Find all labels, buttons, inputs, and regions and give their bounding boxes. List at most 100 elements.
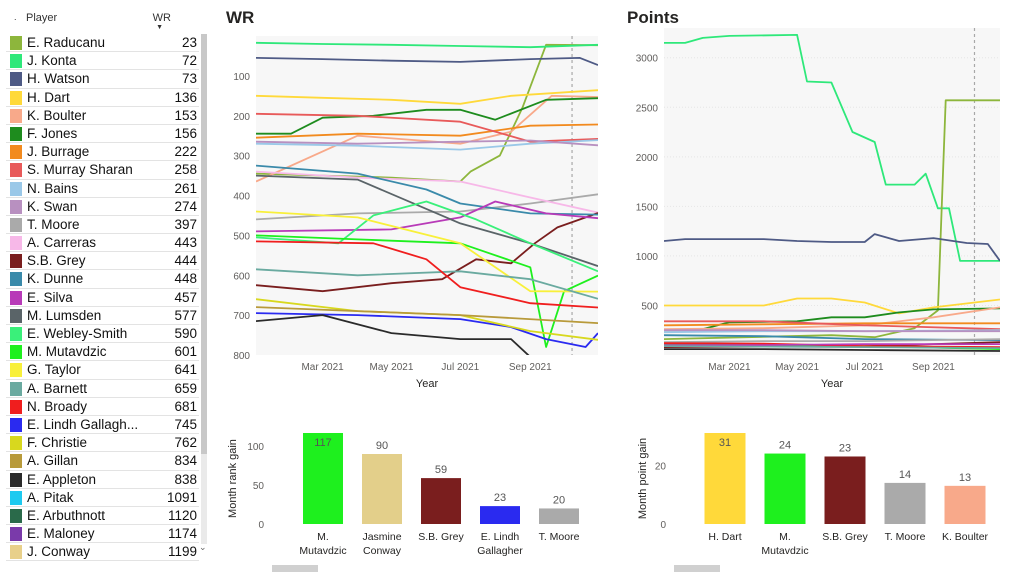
series-line[interactable] — [256, 123, 598, 139]
series-line[interactable] — [664, 322, 1000, 327]
series-line[interactable] — [664, 348, 1000, 352]
table-row[interactable]: E. Arbuthnott 1120 — [6, 507, 199, 526]
series-line[interactable] — [664, 233, 1000, 262]
player-color-swatch — [10, 454, 22, 469]
series-line[interactable] — [256, 210, 598, 293]
y-tick-label: 500 — [233, 231, 250, 242]
table-row[interactable]: E. Silva 457 — [6, 289, 199, 307]
table-row[interactable]: S. Murray Sharan 258 — [6, 161, 199, 180]
table-row[interactable]: E. Maloney 1174 — [6, 525, 199, 544]
table-row[interactable]: K. Boulter 153 — [6, 107, 199, 125]
series-line[interactable] — [256, 240, 598, 309]
player-wr: 1174 — [167, 526, 197, 542]
table-row[interactable]: K. Swan 274 — [6, 198, 199, 216]
series-line[interactable] — [664, 99, 1000, 340]
rank-chart-scrollbar[interactable] — [272, 565, 318, 572]
table-row[interactable]: F. Christie 762 — [6, 434, 199, 453]
sort-descending-icon[interactable]: ▼ — [156, 24, 163, 31]
bar[interactable] — [704, 433, 746, 524]
bar[interactable] — [539, 508, 579, 524]
series-line[interactable] — [256, 268, 598, 300]
table-row[interactable]: G. Taylor 641 — [6, 361, 199, 380]
wr-column-header[interactable]: WR — [152, 12, 171, 24]
bar[interactable] — [944, 485, 986, 524]
player-name: A. Barnett — [27, 380, 88, 396]
series-line[interactable] — [664, 345, 1000, 349]
player-color-swatch — [10, 72, 22, 87]
series-line[interactable] — [664, 307, 1000, 332]
table-row[interactable]: S.B. Grey 444 — [6, 252, 199, 271]
bar[interactable] — [421, 478, 461, 524]
table-row[interactable]: N. Broady 681 — [6, 398, 199, 416]
player-name: G. Taylor — [27, 362, 81, 378]
player-column-header[interactable]: Player — [26, 12, 58, 24]
table-row[interactable]: M. Mutavdzic 601 — [6, 343, 199, 362]
table-row[interactable]: H. Watson 73 — [6, 70, 199, 89]
series-line[interactable] — [256, 89, 598, 105]
player-wr: 258 — [174, 162, 197, 178]
series-line[interactable] — [256, 170, 598, 214]
table-row[interactable]: J. Burrage 222 — [6, 143, 199, 162]
table-row[interactable]: F. Jones 156 — [6, 125, 199, 144]
table-row[interactable]: E. Appleton 838 — [6, 471, 199, 489]
series-line[interactable] — [256, 97, 598, 135]
table-row[interactable]: J. Conway 1199 — [6, 543, 199, 562]
series-line[interactable] — [256, 57, 598, 66]
series-line[interactable] — [664, 34, 1000, 262]
table-row[interactable]: E. Webley-Smith 590 — [6, 325, 199, 344]
bar-value-label: 23 — [494, 492, 506, 504]
table-row[interactable]: A. Gillan 834 — [6, 452, 199, 471]
y-axis-title: Month rank gain — [227, 439, 239, 518]
table-row[interactable]: E. Lindh Gallagh... 745 — [6, 416, 199, 435]
bar[interactable] — [303, 433, 343, 524]
series-line[interactable] — [256, 200, 598, 233]
series-line[interactable] — [664, 320, 1000, 331]
table-scrollbar[interactable] — [201, 34, 207, 544]
table-row[interactable]: T. Moore 397 — [6, 216, 199, 235]
table-row[interactable]: K. Dunne 448 — [6, 270, 199, 289]
points-chart-scrollbar[interactable] — [674, 565, 720, 572]
player-wr: 1120 — [167, 507, 197, 523]
table-row[interactable]: A. Carreras 443 — [6, 234, 199, 253]
bar[interactable] — [884, 482, 926, 524]
table-row[interactable]: J. Konta 72 — [6, 52, 199, 71]
series-line[interactable] — [664, 343, 1000, 347]
series-line[interactable] — [256, 164, 598, 216]
y-tick-label: 1500 — [636, 202, 659, 213]
player-wr: 601 — [174, 344, 197, 360]
chevron-down-icon[interactable]: ⌄ — [199, 542, 207, 552]
bar[interactable] — [480, 506, 520, 524]
table-row[interactable]: H. Dart 136 — [6, 89, 199, 107]
series-line[interactable] — [256, 212, 598, 293]
x-tick-label: May 2021 — [369, 362, 413, 373]
table-row[interactable]: E. Raducanu 23 — [6, 34, 199, 53]
category-label: S.B. Grey — [418, 531, 464, 543]
player-name: K. Dunne — [27, 271, 84, 287]
series-line[interactable] — [664, 338, 1000, 343]
series-line[interactable] — [256, 112, 598, 143]
series-line[interactable] — [256, 174, 598, 267]
color-column-header[interactable]: . — [14, 12, 17, 22]
bar[interactable] — [362, 454, 402, 524]
series-line[interactable] — [256, 314, 530, 357]
player-color-swatch — [10, 363, 22, 378]
table-row[interactable]: M. Lumsden 577 — [6, 307, 199, 325]
series-line[interactable] — [256, 139, 598, 147]
series-line[interactable] — [256, 41, 598, 49]
bar[interactable] — [764, 453, 806, 524]
table-row[interactable]: N. Bains 261 — [6, 180, 199, 198]
bar-value-label: 20 — [553, 494, 565, 506]
bar[interactable] — [824, 456, 866, 524]
series-line[interactable] — [256, 306, 598, 324]
player-color-swatch — [10, 381, 22, 396]
table-scrollbar-thumb[interactable] — [201, 34, 207, 454]
y-tick-label: 300 — [233, 152, 250, 163]
table-row[interactable]: A. Barnett 659 — [6, 380, 199, 398]
player-name: N. Bains — [27, 180, 79, 196]
table-row[interactable]: A. Pitak 1091 — [6, 489, 199, 507]
player-color-swatch — [10, 545, 22, 560]
series-line[interactable] — [664, 329, 1000, 333]
series-line[interactable] — [664, 297, 1000, 315]
bar-value-label: 13 — [959, 472, 971, 484]
player-wr: 444 — [174, 253, 197, 269]
